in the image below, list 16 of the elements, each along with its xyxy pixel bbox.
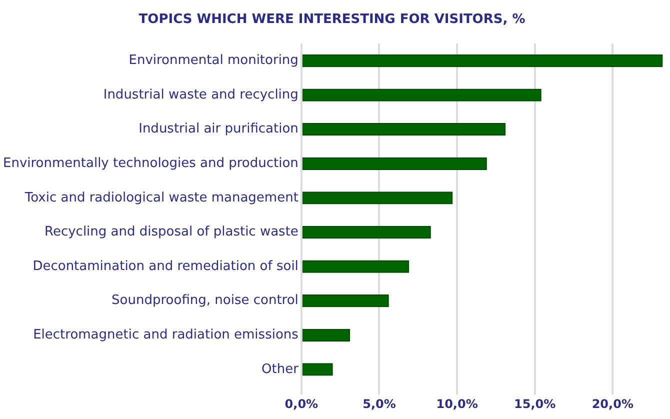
chart-title: TOPICS WHICH WERE INTERESTING FOR VISITORS, % bbox=[138, 12, 526, 28]
x-tick-label: 15,0% bbox=[514, 396, 556, 411]
y-tick-label: Other bbox=[262, 362, 300, 377]
y-tick-label: Environmentally technologies and production bbox=[2, 156, 298, 172]
x-tick-label: 10,0% bbox=[436, 396, 478, 411]
y-tick-label: Electromagnetic and radiation emissions bbox=[33, 328, 299, 343]
y-tick-label: Industrial waste and recycling bbox=[103, 87, 298, 102]
x-tick-label: 20,0% bbox=[592, 396, 634, 411]
x-tick-label: 0,0% bbox=[284, 396, 318, 411]
y-tick-label: Decontamination and remediation of soil bbox=[32, 258, 298, 274]
x-tick-label: 5,0% bbox=[362, 396, 396, 411]
y-tick-label: Industrial air purification bbox=[138, 122, 298, 137]
y-tick-label: Environmental monitoring bbox=[128, 53, 298, 68]
y-tick-label: Soundproofing, noise control bbox=[112, 293, 298, 308]
y-tick-label: Recycling and disposal of plastic waste bbox=[44, 224, 298, 240]
y-tick-label: Toxic and radiological waste management bbox=[24, 190, 298, 206]
